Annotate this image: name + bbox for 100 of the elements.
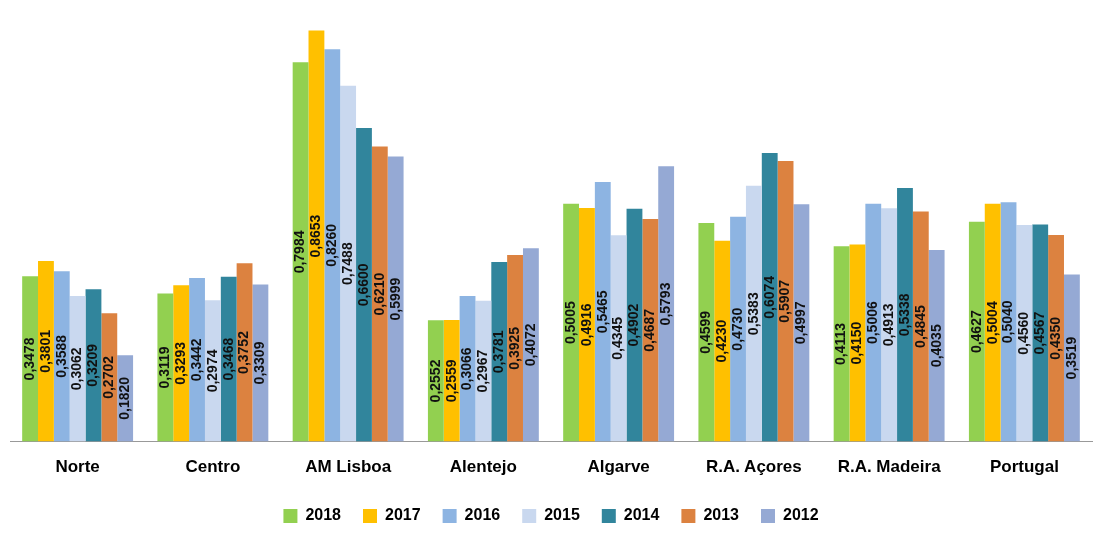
x-tick-label: Portugal: [989, 457, 1059, 477]
bar: [340, 85, 357, 442]
bar: [1016, 224, 1033, 442]
legend-label: 2018: [305, 506, 342, 524]
bar: [730, 216, 746, 442]
data-label: 0,8653: [307, 214, 324, 258]
data-label: 0,3442: [187, 338, 204, 382]
data-label: 0,3119: [156, 346, 173, 389]
data-label: 0,4113: [832, 322, 849, 365]
bar: [22, 276, 39, 442]
bar: [371, 146, 388, 442]
data-label: 0,2559: [442, 359, 459, 403]
bar: [1048, 234, 1064, 442]
bar: [912, 211, 929, 442]
data-label: 0,4845: [911, 304, 928, 348]
data-label: 0,4599: [697, 310, 714, 354]
data-label: 0,4560: [1015, 311, 1032, 355]
data-label: 0,4687: [641, 308, 658, 352]
data-label: 0,6600: [354, 263, 371, 307]
legend-label: 2015: [544, 506, 580, 524]
data-label: 0,4730: [728, 307, 745, 351]
data-label: 0,4350: [1046, 316, 1063, 360]
data-label: 0,2974: [203, 349, 220, 393]
data-label: 0,6210: [370, 272, 387, 316]
legend-label: 2012: [782, 506, 819, 524]
bar: [387, 156, 404, 442]
x-tick-label: Algarve: [587, 457, 650, 477]
bar: [881, 208, 898, 442]
bar: [745, 185, 762, 442]
data-label: 0,3293: [172, 341, 189, 385]
bar: [507, 255, 523, 442]
data-label: 0,5465: [593, 290, 610, 334]
x-tick-label: Alentejo: [449, 457, 517, 477]
x-tick-label: AM Lisboa: [305, 457, 392, 477]
bar: [833, 246, 850, 442]
data-label: 0,6074: [760, 275, 777, 319]
bar: [714, 240, 731, 442]
data-label: 0,3309: [251, 341, 268, 385]
data-label: 0,4230: [713, 319, 730, 363]
bar: [579, 208, 595, 442]
data-label: 0,3801: [36, 329, 53, 373]
data-label: 0,5383: [744, 292, 761, 336]
bar: [968, 221, 985, 442]
data-label: 0,3752: [235, 330, 252, 374]
data-label: 0,4567: [1031, 311, 1048, 355]
legend-label: 2017: [385, 506, 421, 524]
data-label: 0,5004: [983, 301, 1000, 345]
bar: [642, 218, 659, 442]
x-tick-label: R.A. Açores: [706, 457, 802, 477]
data-label: 0,3209: [84, 343, 101, 387]
data-label: 0,5793: [657, 282, 674, 326]
x-tick-label: R.A. Madeira: [837, 457, 942, 477]
data-label: 0,4902: [625, 303, 642, 347]
data-label: 0,3519: [1062, 336, 1079, 380]
data-label: 0,5006: [864, 301, 881, 345]
data-label: 0,4150: [848, 321, 865, 365]
x-tick-label: Centro: [185, 457, 241, 477]
data-label: 0,4072: [521, 323, 538, 367]
data-label: 0,3781: [490, 330, 507, 374]
data-label: 0,3588: [52, 334, 69, 378]
bar: [189, 278, 205, 442]
bar: [698, 223, 715, 442]
x-tick-label: Norte: [55, 457, 100, 477]
bar: [793, 204, 810, 442]
bar: [897, 187, 913, 442]
bar: [984, 203, 1001, 442]
legend-label: 2016: [464, 506, 501, 524]
data-label: 0,5999: [386, 277, 403, 321]
bar: [38, 261, 54, 442]
bar: [610, 235, 627, 442]
bar: [761, 153, 778, 442]
data-label: 0,1820: [116, 376, 133, 420]
bar: [563, 203, 580, 442]
data-label: 0,3468: [219, 337, 236, 381]
legend-label: 2013: [703, 506, 740, 524]
bar: [658, 166, 675, 442]
data-label: 0,2967: [474, 349, 491, 393]
data-label: 0,3066: [458, 347, 475, 391]
data-label: 0,7488: [338, 242, 355, 286]
data-label: 0,5907: [776, 279, 793, 323]
bar: [522, 248, 539, 442]
data-label: 0,4627: [967, 310, 984, 354]
data-label: 0,4916: [577, 303, 594, 347]
bar: [308, 30, 325, 442]
bar: [594, 181, 611, 442]
data-label: 0,4913: [879, 303, 896, 347]
data-label: 0,4035: [927, 324, 944, 368]
data-label: 0,7984: [291, 230, 308, 274]
data-label: 0,2552: [426, 359, 443, 403]
data-label: 0,3925: [505, 326, 522, 370]
bar: [928, 249, 945, 442]
data-label: 0,2702: [100, 355, 117, 399]
bar: [1063, 274, 1080, 442]
bar: [1032, 224, 1049, 442]
data-label: 0,4345: [609, 316, 626, 360]
bar: [356, 128, 372, 442]
bar: [292, 62, 309, 442]
data-label: 0,3062: [68, 347, 85, 391]
bar: [491, 261, 508, 442]
data-label: 0,5338: [895, 293, 912, 337]
